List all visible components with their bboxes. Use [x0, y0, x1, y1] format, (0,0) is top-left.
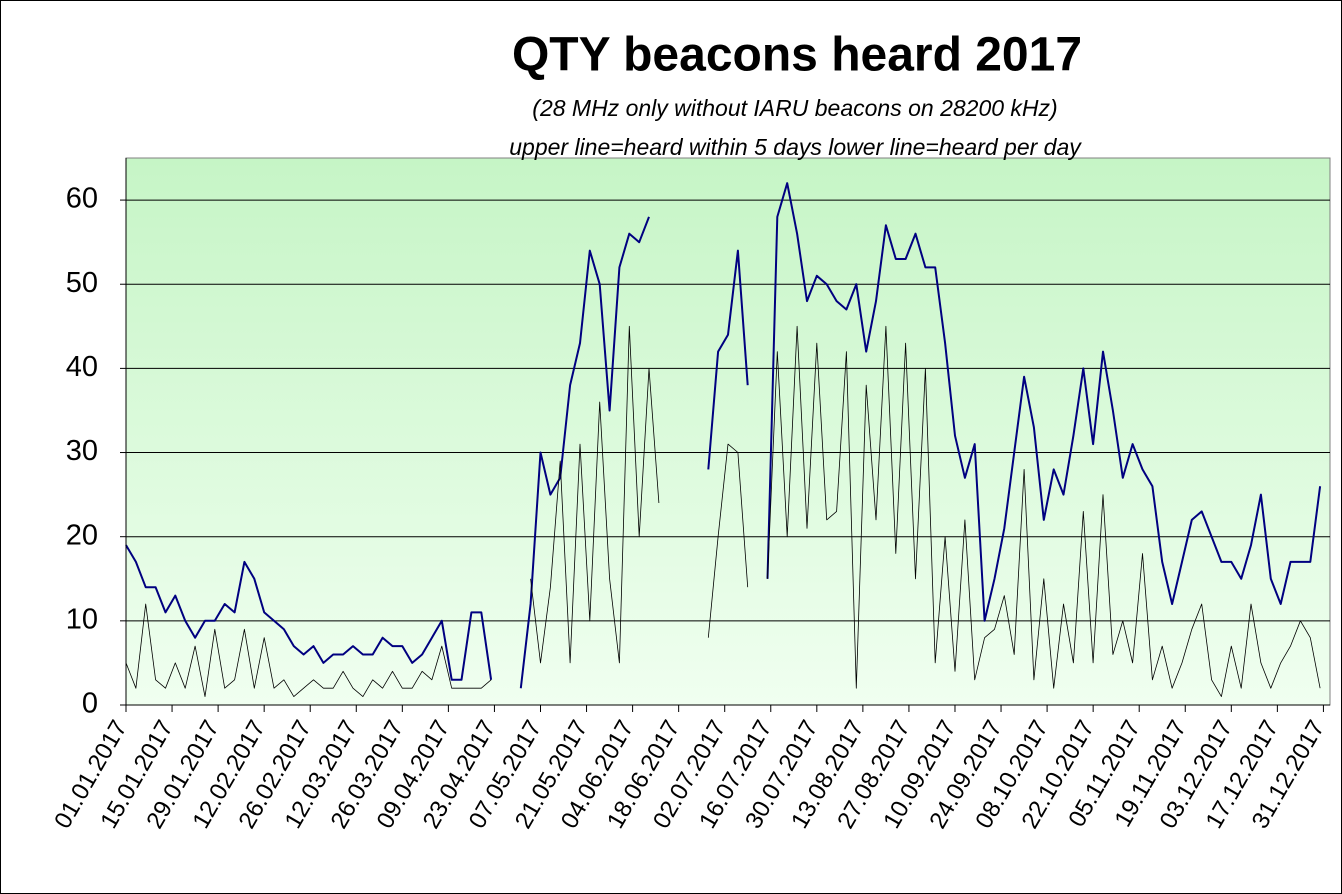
y-tick-label: 50 — [66, 267, 98, 299]
data-line — [125, 182, 1322, 689]
subtitle: (28 MHz only without IARU beacons on 282… — [532, 95, 1057, 121]
data-line — [125, 325, 1321, 697]
y-tick-label: 60 — [66, 183, 98, 215]
plot-area — [125, 157, 1331, 706]
y-tick-label: 40 — [66, 351, 98, 383]
chart-title: QTY beacons heard 2017 — [512, 29, 1082, 82]
annotation: upper line=heard within 5 days lower lin… — [509, 134, 1082, 160]
y-tick-label: 30 — [66, 435, 98, 467]
y-tick-label: 20 — [66, 519, 98, 551]
y-tick-label: 10 — [66, 604, 98, 636]
y-tick-label: 0 — [82, 688, 98, 720]
